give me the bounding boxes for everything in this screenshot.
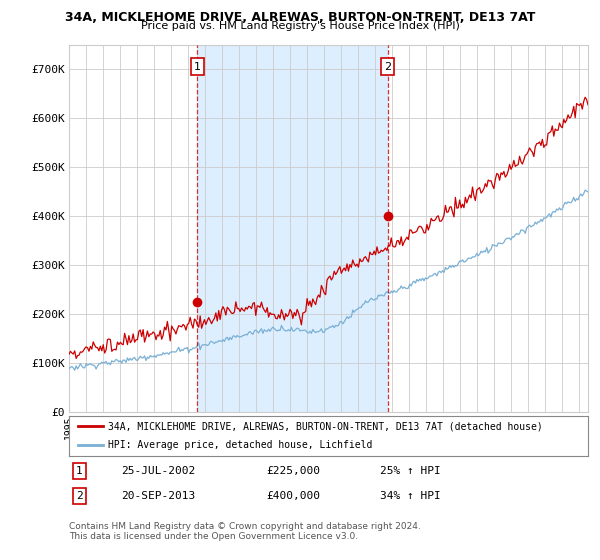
Text: £225,000: £225,000 (266, 466, 320, 476)
Text: 25-JUL-2002: 25-JUL-2002 (121, 466, 195, 476)
Text: 2: 2 (384, 62, 391, 72)
Text: Contains HM Land Registry data © Crown copyright and database right 2024.
This d: Contains HM Land Registry data © Crown c… (69, 522, 421, 542)
Text: 1: 1 (194, 62, 201, 72)
Text: 25% ↑ HPI: 25% ↑ HPI (380, 466, 441, 476)
Text: Price paid vs. HM Land Registry's House Price Index (HPI): Price paid vs. HM Land Registry's House … (140, 21, 460, 31)
Text: 1: 1 (76, 466, 83, 476)
Text: 34% ↑ HPI: 34% ↑ HPI (380, 491, 441, 501)
Text: 2: 2 (76, 491, 83, 501)
Text: £400,000: £400,000 (266, 491, 320, 501)
Text: 34A, MICKLEHOME DRIVE, ALREWAS, BURTON-ON-TRENT, DE13 7AT: 34A, MICKLEHOME DRIVE, ALREWAS, BURTON-O… (65, 11, 535, 24)
Bar (197, 45, 388, 412)
Text: 20-SEP-2013: 20-SEP-2013 (121, 491, 195, 501)
Text: HPI: Average price, detached house, Lichfield: HPI: Average price, detached house, Lich… (108, 440, 372, 450)
Text: 34A, MICKLEHOME DRIVE, ALREWAS, BURTON-ON-TRENT, DE13 7AT (detached house): 34A, MICKLEHOME DRIVE, ALREWAS, BURTON-O… (108, 421, 542, 431)
